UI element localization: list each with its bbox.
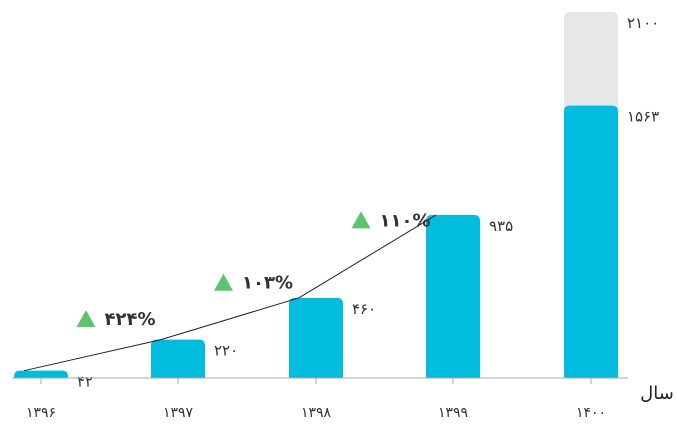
bar <box>564 105 618 378</box>
bar-value-label: ۹۳۵ <box>489 217 513 235</box>
up-arrow-icon <box>351 211 371 229</box>
trend-line <box>23 214 437 372</box>
growth-percent-label: ۱۱۰% <box>380 210 431 231</box>
x-tick-label: ۱۳۹۷ <box>163 405 194 421</box>
bar-value-label: ۴۶۰ <box>352 300 376 318</box>
x-tick-label: ۱۴۰۰ <box>576 405 606 421</box>
bar <box>426 215 480 378</box>
bar <box>14 370 68 378</box>
x-tick-label: ۱۳۹۸ <box>301 405 332 421</box>
x-axis-title: سال <box>640 383 674 404</box>
target-value-label: ۲۱۰۰ <box>627 14 659 32</box>
bar <box>151 339 205 378</box>
up-arrow-icon <box>214 273 233 291</box>
up-arrow-icon <box>76 310 96 328</box>
x-tick-label: ۱۳۹۶ <box>26 405 56 421</box>
growth-percent-label: ۴۲۴% <box>105 309 156 330</box>
bar-value-label: ۲۲۰ <box>214 342 238 360</box>
bar-value-label: ۱۵۶۳ <box>627 108 659 126</box>
x-tick-label: ۱۳۹۹ <box>438 405 468 421</box>
bar <box>289 297 343 378</box>
bar-value-label: ۴۲ <box>77 373 93 391</box>
growth-percent-label: ۱۰۳% <box>242 273 293 294</box>
